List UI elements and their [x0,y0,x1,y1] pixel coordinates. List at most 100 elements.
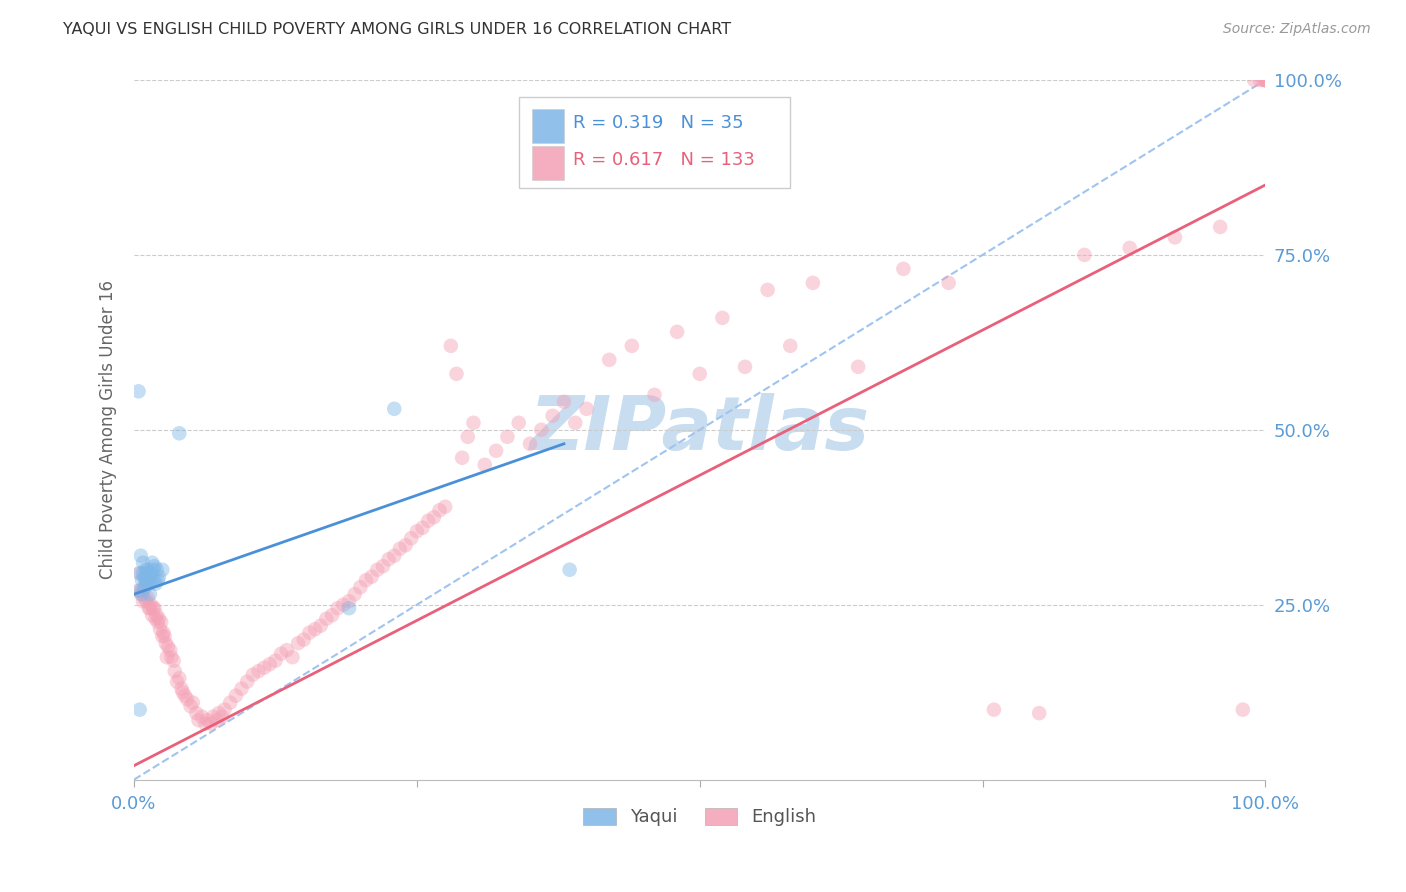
Point [304,622,326,636]
Point [138,576,160,591]
Point [598,352,620,367]
Point [225,689,247,703]
Point [181,696,204,710]
Point [160,650,183,665]
Point [1243,73,1265,87]
Point [139,566,162,581]
Point [132,566,155,581]
Point [155,636,177,650]
Point [1254,73,1277,87]
Point [150,629,173,643]
Point [150,615,173,630]
Point [134,570,156,584]
Point [128,566,150,581]
Point [242,667,264,681]
Point [134,580,156,594]
Point [211,709,233,723]
Point [1251,73,1274,87]
Point [131,583,153,598]
Point [131,573,153,587]
Point [689,367,711,381]
Point [337,594,360,608]
Point [231,681,253,696]
Point [143,559,166,574]
Point [149,622,172,636]
Point [270,647,292,661]
Point [332,598,354,612]
Point [128,384,150,399]
Point [205,713,228,727]
Point [176,692,198,706]
Point [1254,73,1277,87]
Point [287,636,309,650]
Point [893,261,915,276]
Point [321,608,343,623]
Point [219,696,242,710]
Point [139,598,162,612]
Point [326,601,349,615]
Point [180,699,202,714]
Point [143,573,166,587]
Point [1232,703,1254,717]
Point [983,703,1005,717]
Point [141,556,163,570]
Point [756,283,779,297]
Point [938,276,960,290]
Point [423,510,446,524]
Point [564,416,586,430]
Point [779,339,801,353]
Point [406,524,429,539]
Point [253,661,276,675]
Point [1254,73,1277,87]
Point [418,514,440,528]
Text: YAQUI VS ENGLISH CHILD POVERTY AMONG GIRLS UNDER 16 CORRELATION CHART: YAQUI VS ENGLISH CHILD POVERTY AMONG GIR… [63,22,731,37]
Point [399,531,422,545]
Point [382,549,405,563]
Legend: Yaqui, English: Yaqui, English [576,800,824,833]
Point [129,549,152,563]
Point [135,594,157,608]
Point [169,671,191,685]
Point [1073,248,1095,262]
Point [1254,73,1277,87]
Point [128,583,150,598]
Point [451,450,474,465]
Point [136,563,159,577]
Point [202,709,225,723]
Point [134,563,156,577]
Point [434,500,457,514]
Point [643,388,665,402]
Point [145,608,167,623]
Point [162,654,184,668]
Point [135,573,157,587]
Point [166,674,188,689]
Point [247,664,270,678]
Point [354,573,377,587]
Point [315,612,337,626]
Point [139,601,162,615]
Point [530,423,553,437]
Point [128,566,150,581]
Point [136,591,159,605]
Point [197,713,219,727]
Point [366,563,388,577]
Point [276,643,298,657]
Text: R = 0.319   N = 35: R = 0.319 N = 35 [574,114,744,132]
Point [208,706,231,720]
Text: R = 0.617   N = 133: R = 0.617 N = 133 [574,152,755,169]
Point [156,640,179,654]
Point [200,716,222,731]
Text: Source: ZipAtlas.com: Source: ZipAtlas.com [1223,22,1371,37]
Point [734,359,756,374]
Point [141,608,163,623]
Point [148,612,170,626]
Point [388,541,411,556]
Point [236,674,259,689]
Text: ZIPatlas: ZIPatlas [530,393,870,467]
Point [170,681,193,696]
Point [142,601,165,615]
Point [519,437,541,451]
Point [153,629,176,643]
Point [343,587,366,601]
Point [846,359,869,374]
